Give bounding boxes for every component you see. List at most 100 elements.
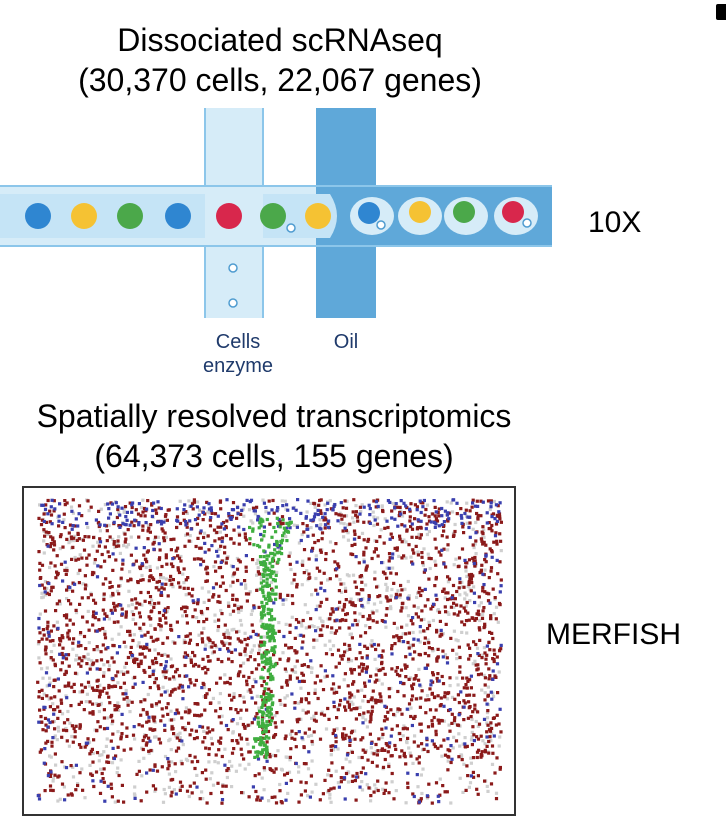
spot-grey xyxy=(42,539,46,543)
spot-red xyxy=(383,757,387,762)
spot-red xyxy=(288,674,292,678)
spot-blue xyxy=(203,541,207,545)
spot-red xyxy=(293,636,297,640)
spot-green xyxy=(266,706,270,710)
spot-red xyxy=(435,676,439,681)
spot-red xyxy=(443,695,447,699)
spot-grey xyxy=(474,719,478,724)
spot-green xyxy=(270,535,274,539)
spot-red xyxy=(167,764,171,768)
spot-blue xyxy=(285,526,289,530)
spot-grey xyxy=(419,773,423,777)
spot-red xyxy=(490,744,495,748)
spot-red xyxy=(59,562,64,566)
spot-red xyxy=(458,655,462,660)
spot-blue xyxy=(449,744,453,748)
spot-red xyxy=(273,733,278,737)
spot-red xyxy=(490,631,494,635)
spot-grey xyxy=(299,621,303,625)
spot-blue xyxy=(249,635,253,639)
spot-grey xyxy=(310,790,314,794)
spot-red xyxy=(157,737,161,741)
spot-blue xyxy=(299,633,303,637)
spot-red xyxy=(179,559,183,563)
spot-red xyxy=(125,696,129,700)
spot-grey xyxy=(492,499,496,504)
spot-red xyxy=(362,553,366,557)
spot-red xyxy=(475,499,479,503)
spot-blue xyxy=(429,683,433,687)
spot-red xyxy=(156,684,160,688)
spot-green xyxy=(269,712,273,716)
spot-red xyxy=(223,545,227,549)
spot-grey xyxy=(133,793,137,797)
spot-grey xyxy=(342,522,346,526)
spot-red xyxy=(412,682,416,686)
spot-red xyxy=(232,747,236,751)
spot-blue xyxy=(141,680,145,684)
spot-grey xyxy=(486,789,490,793)
spot-red xyxy=(75,538,79,542)
spot-grey xyxy=(51,776,56,780)
spot-red xyxy=(63,499,67,503)
spot-red xyxy=(408,509,412,513)
spot-grey xyxy=(472,585,476,589)
spot-red xyxy=(319,664,323,668)
spot-red xyxy=(343,642,347,646)
spot-red xyxy=(175,515,180,519)
spot-red xyxy=(430,719,434,723)
spot-red xyxy=(176,746,180,750)
spot-grey xyxy=(178,736,182,740)
spot-red xyxy=(467,706,471,710)
spot-red xyxy=(148,595,153,599)
spot-green xyxy=(280,552,284,556)
spot-grey xyxy=(49,755,53,759)
spot-grey xyxy=(257,706,261,710)
spot-red xyxy=(387,687,391,691)
spot-red xyxy=(452,718,457,723)
spot-grey xyxy=(116,730,120,734)
spot-blue xyxy=(447,517,451,521)
spot-grey xyxy=(202,600,206,604)
spot-grey xyxy=(289,567,293,572)
spot-red xyxy=(239,737,244,741)
spot-red xyxy=(90,686,95,690)
spot-red xyxy=(446,597,450,602)
spot-red xyxy=(287,646,291,650)
spot-grey xyxy=(87,509,91,513)
spot-red xyxy=(191,650,195,655)
spot-grey xyxy=(313,688,317,692)
spot-grey xyxy=(354,504,358,508)
spot-red xyxy=(226,680,230,684)
spot-red xyxy=(245,737,249,741)
spot-red xyxy=(302,679,306,683)
spot-red xyxy=(289,778,293,783)
spot-red xyxy=(171,578,175,582)
spot-grey xyxy=(238,618,243,623)
spot-red xyxy=(387,791,391,795)
spot-grey xyxy=(130,602,134,607)
spot-grey xyxy=(477,604,481,608)
spot-red xyxy=(284,734,288,738)
spot-blue xyxy=(107,507,111,511)
spot-blue xyxy=(163,690,167,694)
spot-blue xyxy=(451,498,455,502)
spot-red xyxy=(347,626,351,630)
spot-red xyxy=(124,613,128,617)
spot-green xyxy=(263,736,267,740)
spot-green xyxy=(275,543,279,548)
spot-grey xyxy=(69,505,74,509)
spot-red xyxy=(475,612,479,616)
spot-red xyxy=(69,792,73,796)
spot-red xyxy=(203,736,207,740)
spot-red xyxy=(457,755,461,759)
spot-red xyxy=(96,720,100,724)
spot-red xyxy=(230,698,234,702)
spot-grey xyxy=(372,523,376,528)
spot-red xyxy=(353,604,357,608)
spots xyxy=(36,498,503,805)
spot-red xyxy=(353,618,357,622)
spot-blue xyxy=(188,519,192,523)
spot-red xyxy=(301,673,305,677)
spot-red xyxy=(362,711,366,715)
